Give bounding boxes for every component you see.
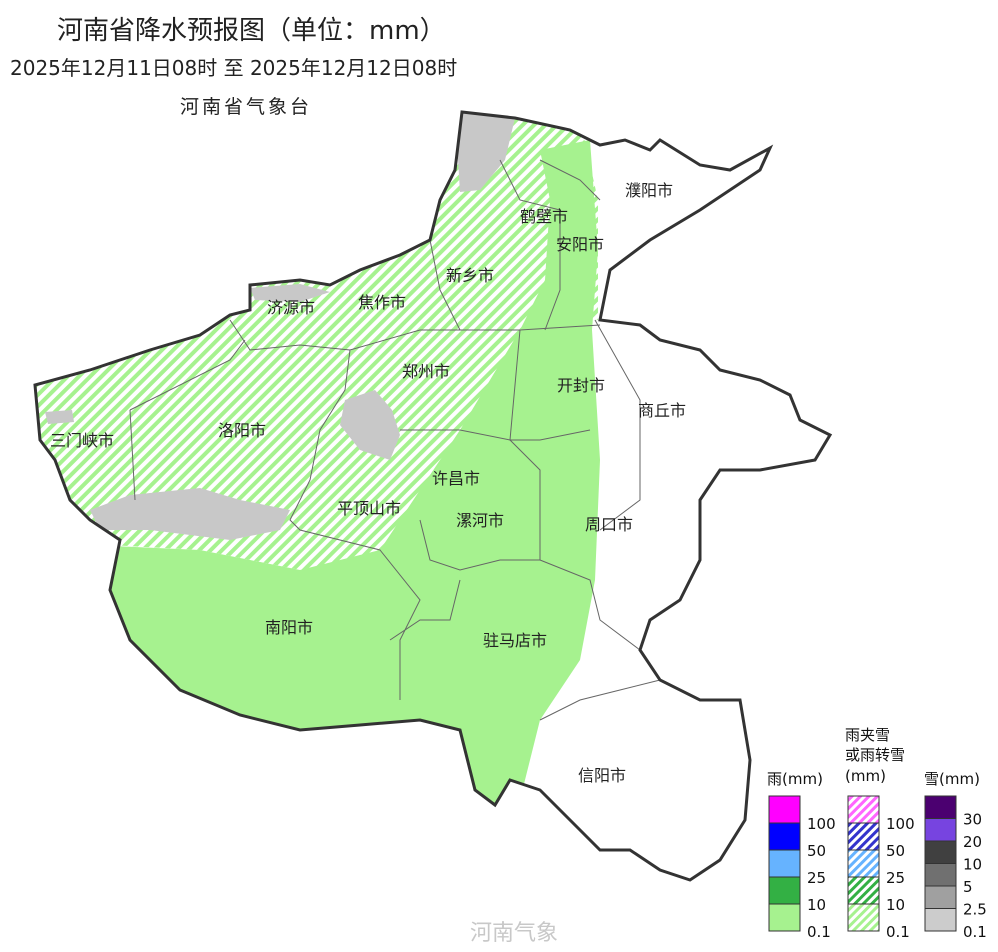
page-title: 河南省降水预报图（单位：mm） (57, 16, 446, 46)
city-label: 周口市 (585, 515, 633, 534)
legend-swatch (924, 840, 957, 864)
city-label: 三门峡市 (50, 431, 114, 450)
legend-level: 0.1 (963, 923, 987, 941)
legend-level: 20 (963, 833, 982, 851)
rain-area (90, 140, 600, 810)
legend-mixed-title: (mm) (845, 767, 886, 785)
city-label: 商丘市 (638, 401, 686, 420)
legend-level: 25 (886, 869, 905, 887)
city-label: 鹤壁市 (520, 207, 568, 226)
legend-swatch (924, 795, 957, 819)
legend-level: 100 (886, 815, 915, 833)
legend-level: 10 (886, 896, 905, 914)
legend-swatch (924, 885, 957, 909)
legend-swatch (768, 903, 801, 932)
legend-mixed-title: 或雨转雪 (845, 746, 905, 764)
legend-level: 0.1 (807, 923, 831, 941)
legend-snow-title: 雪(mm) (924, 770, 980, 788)
city-label: 洛阳市 (218, 421, 266, 440)
city-label: 漯河市 (456, 511, 504, 530)
legend-level: 10 (963, 856, 982, 874)
city-label: 郑州市 (402, 362, 450, 381)
legend-swatch (847, 903, 880, 932)
city-label: 信阳市 (578, 766, 626, 785)
city-label: 濮阳市 (625, 181, 673, 200)
province-outline (33, 110, 833, 882)
legend-swatch (847, 849, 880, 878)
legend-swatch (768, 822, 801, 851)
forecast-period: 2025年12月11日08时 至 2025年12月12日08时 (10, 56, 458, 80)
legend-swatch (847, 795, 880, 824)
legend-level: 100 (807, 815, 836, 833)
legend-level: 50 (807, 842, 826, 860)
legend-level: 5 (963, 878, 973, 896)
legend-swatch (768, 876, 801, 905)
legend-level: 50 (886, 842, 905, 860)
city-label: 南阳市 (265, 618, 313, 637)
legend-level: 25 (807, 869, 826, 887)
city-boundaries (129, 159, 661, 721)
legend-level: 0.1 (886, 923, 910, 941)
legend-swatch (847, 876, 880, 905)
legend-swatch (768, 795, 801, 824)
agency-name: 河南省气象台 (180, 96, 313, 118)
legend-swatch (847, 822, 880, 851)
city-label: 焦作市 (358, 293, 406, 312)
watermark: 河南气象 (470, 921, 559, 946)
city-label: 安阳市 (556, 235, 604, 254)
city-label: 开封市 (557, 376, 605, 395)
legend: 雨(mm) 雨夹雪 或雨转雪 (mm) 雪(mm) 100 50 25 10 0.1 10… (767, 726, 987, 941)
city-label: 许昌市 (432, 469, 480, 488)
legend-swatch (924, 863, 957, 887)
city-label: 济源市 (267, 298, 315, 317)
legend-level: 30 (963, 811, 982, 829)
city-labels: 濮阳市 鹤壁市 安阳市 新乡市 济源市 焦作市 郑州市 开封市 商丘市 三门峡市… (50, 181, 686, 785)
city-label: 新乡市 (446, 266, 494, 285)
snow-areas (45, 112, 515, 540)
legend-swatch (924, 818, 957, 842)
legend-swatch (924, 908, 957, 932)
legend-swatch (768, 849, 801, 878)
city-label: 平顶山市 (337, 499, 401, 518)
legend-level: 2.5 (963, 901, 987, 919)
city-label: 驻马店市 (483, 631, 547, 650)
legend-mixed-title: 雨夹雪 (845, 726, 890, 744)
legend-level: 10 (807, 896, 826, 914)
legend-rain-title: 雨(mm) (767, 770, 823, 788)
